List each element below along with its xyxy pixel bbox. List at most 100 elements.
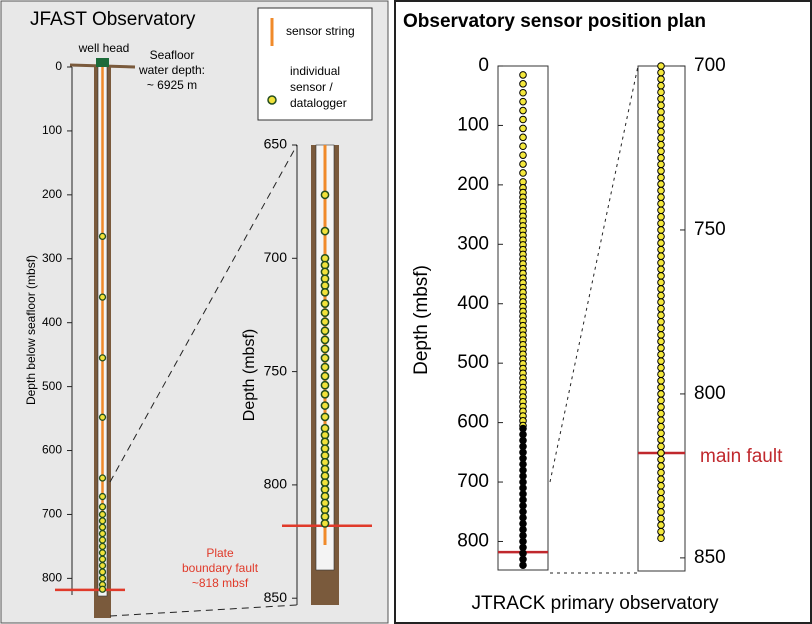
sensor	[658, 95, 665, 102]
sensor	[658, 259, 665, 266]
sensor	[100, 414, 106, 420]
sensor	[658, 535, 665, 542]
sensor	[658, 89, 665, 96]
figure: JFAST Observatory sensor string individu…	[0, 0, 812, 624]
annotation: ~ 6925 m	[147, 78, 197, 92]
sensor	[321, 228, 328, 235]
sensor	[658, 155, 665, 162]
y-tick-label: 700	[42, 507, 62, 521]
sensor	[321, 309, 328, 316]
sensor	[100, 569, 106, 575]
sensor	[321, 413, 328, 420]
legend-sensor-swatch	[268, 96, 276, 104]
sensor	[658, 358, 665, 365]
y-tick-label: 100	[42, 123, 62, 137]
sensor	[658, 463, 665, 470]
sensor	[321, 336, 328, 343]
annotation: Seafloor	[150, 48, 195, 62]
y-tick-label: 850	[694, 547, 726, 568]
sensor	[520, 89, 527, 96]
sensor	[658, 115, 665, 122]
fault-annotation: boundary fault	[182, 561, 259, 575]
sensor	[658, 318, 665, 325]
sensor	[520, 81, 527, 88]
sensor	[658, 312, 665, 319]
y-tick-label: 200	[457, 174, 489, 195]
sensor	[520, 562, 527, 569]
sensor	[658, 437, 665, 444]
sensor	[658, 417, 665, 424]
sensor	[658, 240, 665, 247]
sensor	[100, 531, 106, 537]
sensor	[520, 107, 527, 114]
sensor	[658, 469, 665, 476]
left-title: JFAST Observatory	[30, 9, 196, 30]
sensor	[658, 102, 665, 109]
sensor	[658, 397, 665, 404]
sensor	[658, 207, 665, 214]
y-tick-label: 0	[55, 59, 62, 73]
sensor	[658, 482, 665, 489]
sensor	[100, 494, 106, 500]
y-tick-label: 600	[457, 412, 489, 433]
sensor	[658, 384, 665, 391]
sensor	[658, 174, 665, 181]
sensor	[658, 489, 665, 496]
sensor	[321, 354, 328, 361]
sensor	[658, 338, 665, 345]
sensor	[658, 305, 665, 312]
sensor	[520, 134, 527, 141]
right-title: Observatory sensor position plan	[403, 11, 706, 32]
y-tick-label: 300	[42, 251, 62, 265]
sensor	[321, 391, 328, 398]
sensor	[658, 76, 665, 83]
sensor	[658, 351, 665, 358]
sensor	[658, 63, 665, 70]
sensor	[100, 475, 106, 481]
sensor	[658, 299, 665, 306]
sensor	[658, 266, 665, 273]
fault-annotation: ~818 mbsf	[192, 576, 249, 590]
well-head	[96, 58, 109, 67]
y-axis-label: Depth (mbsf)	[411, 265, 432, 375]
y-tick-label: 400	[457, 293, 489, 314]
sensor	[100, 504, 106, 510]
sensor	[658, 128, 665, 135]
sensor	[658, 253, 665, 260]
sensor	[100, 294, 106, 300]
y-tick-label: 800	[264, 476, 288, 492]
sensor	[658, 391, 665, 398]
sensor	[658, 522, 665, 529]
sensor	[321, 373, 328, 380]
sensor	[658, 345, 665, 352]
y-tick-label: 750	[264, 362, 288, 378]
sensor	[520, 161, 527, 168]
sensor	[520, 125, 527, 132]
y-tick-label: 800	[42, 571, 62, 585]
sensor	[321, 345, 328, 352]
sensor	[658, 378, 665, 385]
sensor	[658, 332, 665, 339]
sensor	[658, 200, 665, 207]
sensor	[658, 404, 665, 411]
y-tick-label: 800	[457, 530, 489, 551]
sensor	[520, 143, 527, 150]
y-tick-label: 400	[42, 315, 62, 329]
sensor	[658, 122, 665, 129]
y-tick-label: 500	[42, 379, 62, 393]
annotation: well head	[78, 41, 130, 55]
sensor	[658, 135, 665, 142]
y-tick-label: 700	[457, 471, 489, 492]
sensor	[658, 82, 665, 89]
legend-label: individual	[290, 64, 340, 78]
sensor	[321, 327, 328, 334]
sensor	[658, 430, 665, 437]
y-tick-label: 0	[478, 55, 489, 76]
sensor	[100, 233, 106, 239]
sensor	[658, 273, 665, 280]
sensor	[658, 292, 665, 299]
sensor	[658, 286, 665, 293]
sensor	[658, 161, 665, 168]
sensor	[100, 575, 106, 581]
sensor	[100, 355, 106, 361]
